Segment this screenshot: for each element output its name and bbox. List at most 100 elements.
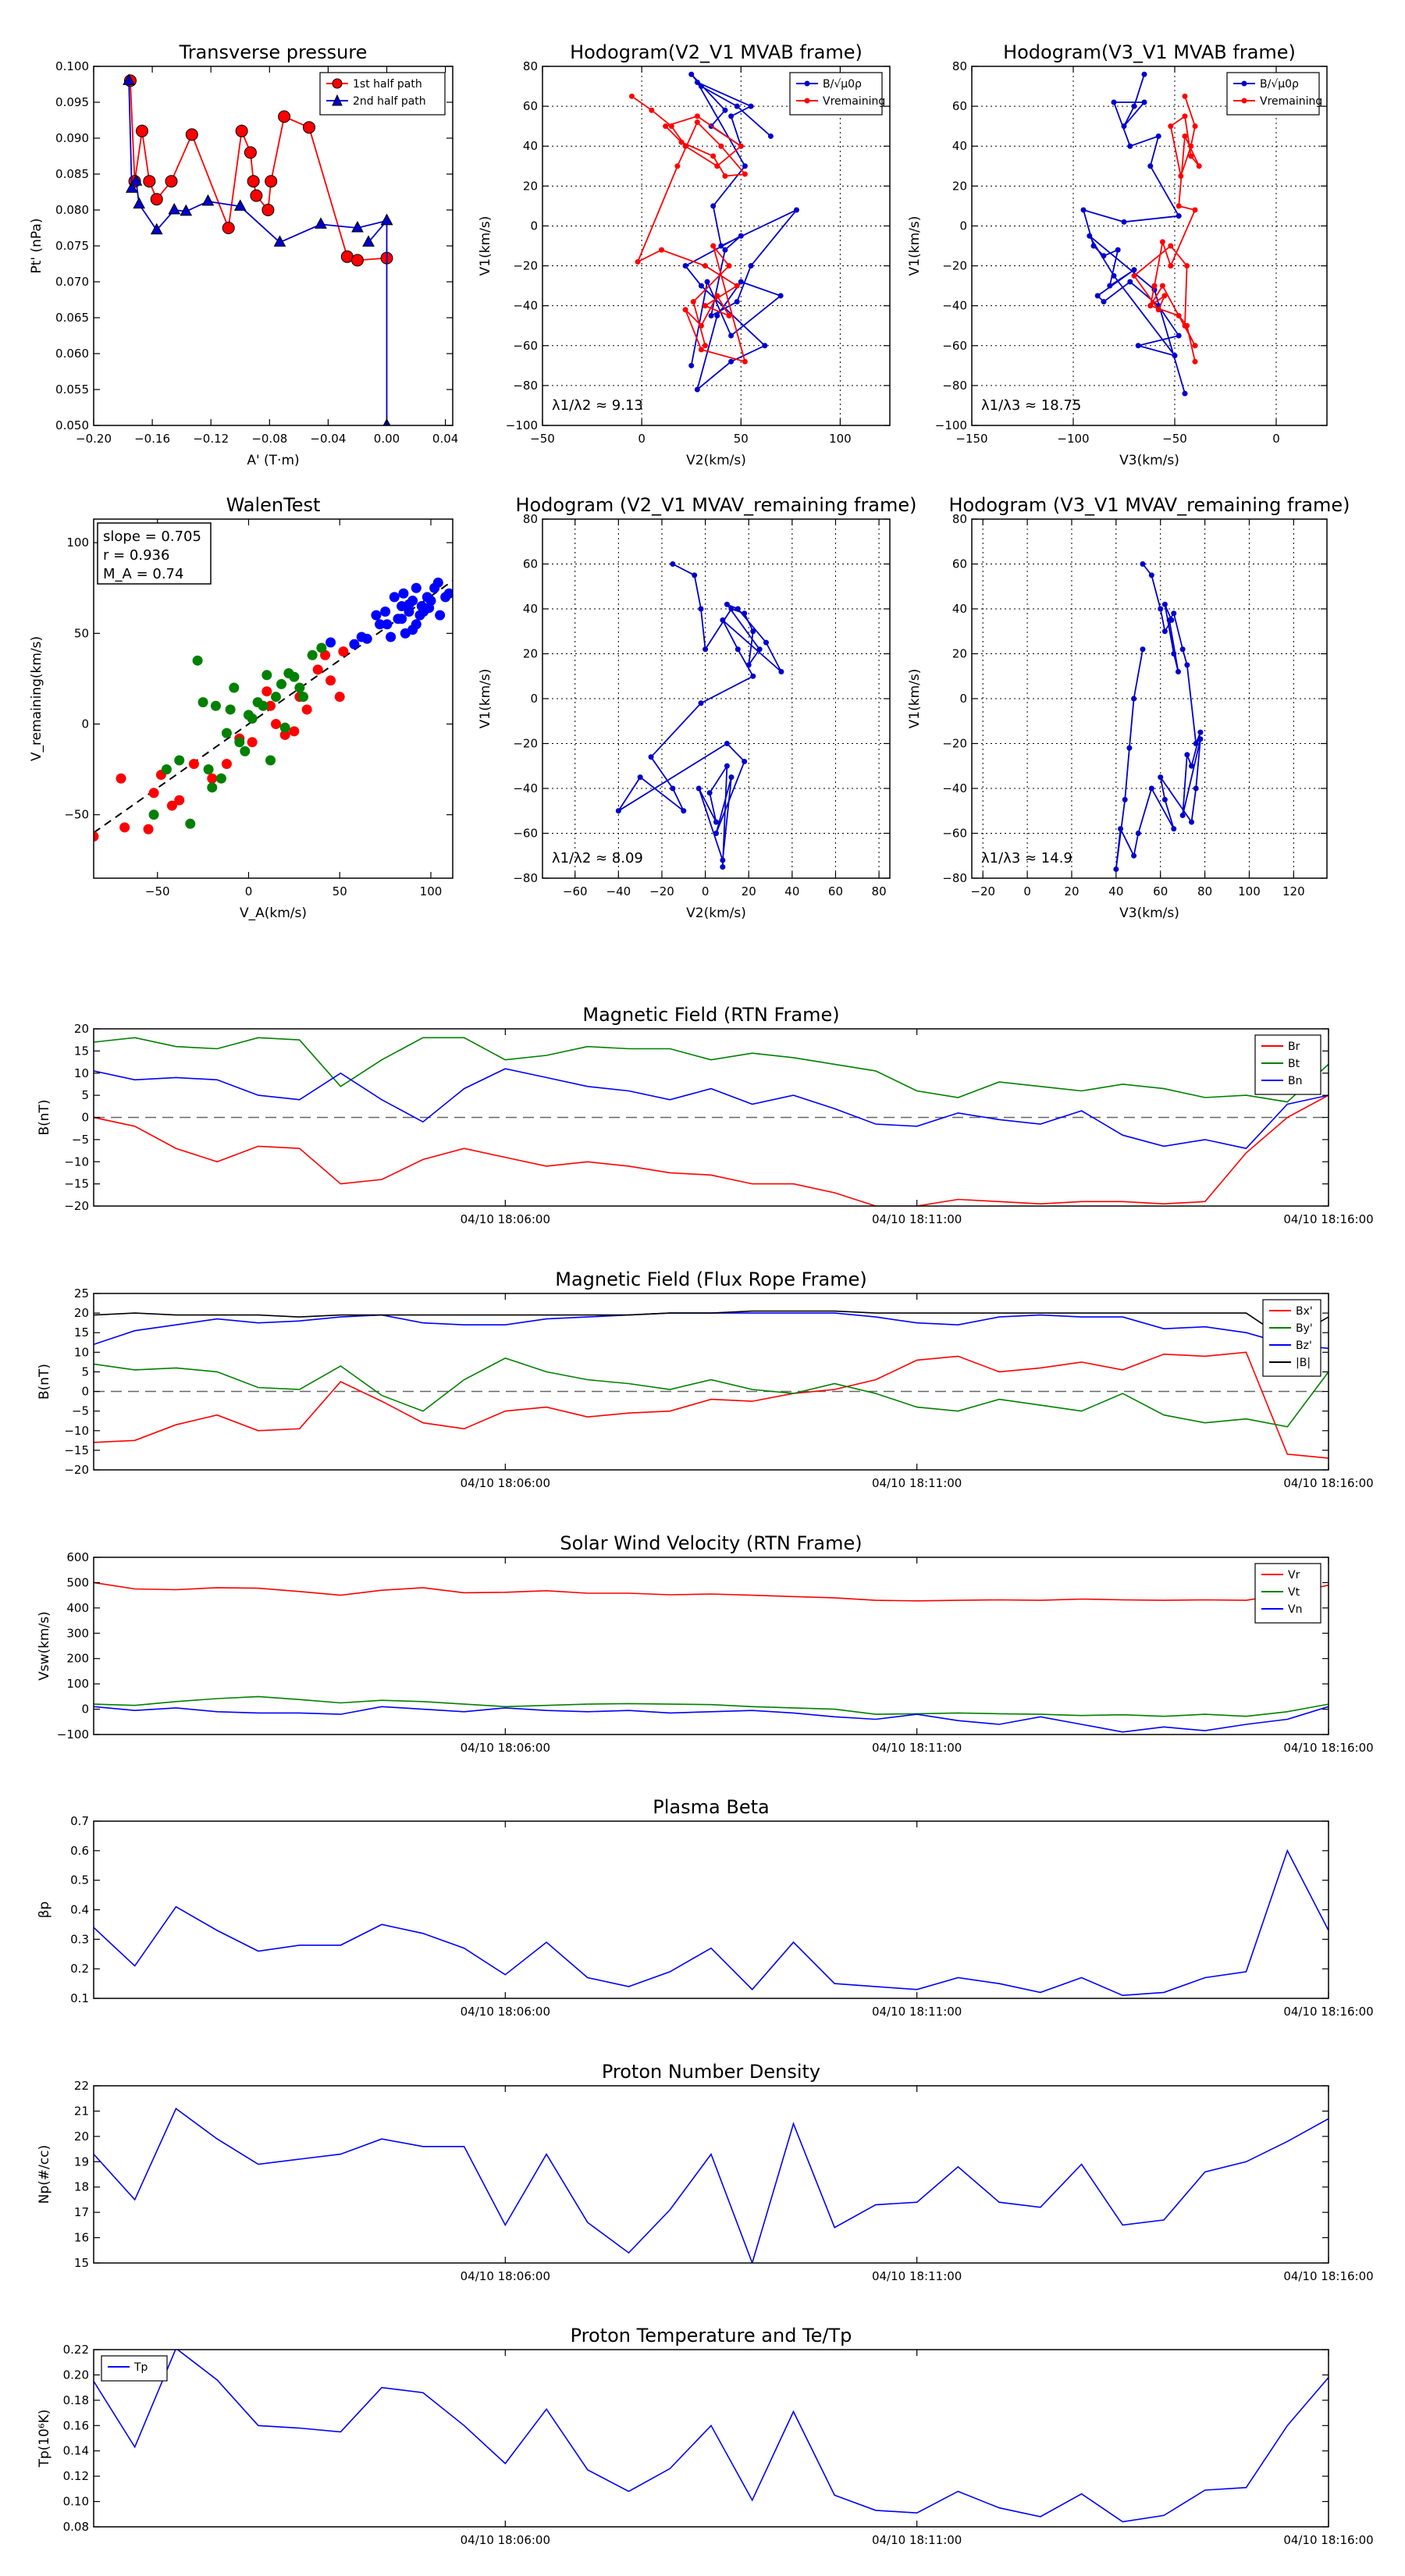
data-point — [94, 831, 99, 842]
data-point — [742, 163, 748, 169]
data-point — [1193, 785, 1199, 792]
y-tick-label: 20 — [74, 2129, 89, 2144]
data-point — [380, 606, 391, 617]
y-tick-label: 40 — [952, 602, 967, 616]
data-point — [362, 235, 375, 247]
eigenvalue-annotation: λ1/λ2 ≈ 9.13 — [552, 397, 643, 414]
data-point — [174, 795, 185, 806]
data-point — [698, 606, 704, 612]
data-point — [261, 204, 275, 216]
data-point — [278, 110, 291, 123]
plot-frame — [93, 1820, 1329, 1999]
data-point — [165, 175, 178, 188]
data-point — [166, 800, 177, 811]
x-tick-label: 04/10 18:11:00 — [872, 1741, 962, 1755]
data-point — [1131, 852, 1137, 859]
data-point — [698, 283, 704, 289]
y-tick-label: −15 — [64, 1177, 89, 1191]
legend-label: By' — [1296, 1322, 1313, 1335]
data-point — [398, 588, 409, 599]
stats-line: r = 0.936 — [103, 547, 169, 564]
y-tick-label: 0.12 — [63, 2469, 89, 2483]
data-point — [271, 692, 282, 703]
eigenvalue-annotation: λ1/λ3 ≈ 14.9 — [981, 850, 1072, 866]
y-tick-label: 15 — [74, 1044, 89, 1058]
y-tick-label: 40 — [523, 139, 538, 153]
data-point — [1176, 203, 1182, 209]
data-point — [261, 670, 272, 681]
y-tick-label: 0 — [81, 1111, 89, 1125]
data-point — [265, 175, 278, 188]
y-axis-label: Vsw(km/s) — [37, 1611, 52, 1681]
data-point — [371, 610, 382, 621]
data-point — [289, 726, 300, 737]
data-point — [1168, 263, 1174, 269]
y-tick-label: 0.16 — [63, 2418, 89, 2432]
data-point — [1166, 617, 1172, 623]
series-line-Vremaining — [1133, 96, 1200, 362]
plot-area — [94, 2350, 1329, 2523]
y-tick-label: 0.1 — [70, 1991, 89, 2005]
y-axis-label: V1(km/s) — [907, 669, 923, 729]
x-tick-label: 04/10 18:06:00 — [461, 2533, 550, 2547]
chart-title: WalenTest — [226, 494, 321, 516]
y-tick-label: 80 — [523, 59, 538, 73]
data-point — [1159, 283, 1165, 289]
x-tick-label: 04/10 18:11:00 — [872, 2005, 962, 2019]
data-point — [443, 588, 453, 599]
data-point — [1147, 303, 1154, 309]
data-point — [1189, 819, 1195, 825]
legend-label: Bn — [1288, 1075, 1302, 1087]
data-point — [734, 299, 740, 305]
data-point — [615, 808, 621, 814]
data-point — [215, 773, 226, 784]
data-point — [678, 139, 685, 145]
data-point — [188, 759, 199, 770]
legend-marker — [804, 98, 810, 104]
data-point — [1168, 243, 1174, 249]
data-point — [1118, 826, 1124, 832]
data-point — [767, 133, 774, 139]
data-point — [1184, 322, 1190, 329]
data-point — [698, 700, 704, 706]
data-point — [1161, 628, 1168, 635]
y-tick-label: 0.085 — [55, 167, 89, 181]
data-point — [185, 128, 198, 141]
data-point — [1184, 752, 1190, 758]
x-tick-label: 80 — [872, 884, 887, 898]
x-tick-label: 04/10 18:16:00 — [1283, 2269, 1373, 2283]
data-point — [698, 84, 704, 90]
series-line-hodogram — [617, 563, 782, 867]
y-tick-label: 0 — [81, 1703, 89, 1717]
data-point — [724, 601, 730, 607]
y-tick-label: 0 — [81, 717, 89, 731]
data-point — [649, 107, 655, 113]
data-point — [713, 819, 719, 825]
chart-title: Solar Wind Velocity (RTN Frame) — [560, 1532, 862, 1554]
data-point — [742, 610, 748, 617]
data-point — [713, 831, 719, 836]
y-axis-label: V1(km/s) — [478, 216, 493, 276]
data-point — [1135, 343, 1141, 349]
data-point — [698, 322, 704, 329]
legend-marker — [1241, 98, 1247, 104]
legend-marker — [804, 80, 810, 87]
data-point — [1087, 233, 1093, 239]
data-point — [1176, 333, 1182, 339]
y-tick-label: 10 — [74, 1066, 89, 1080]
y-tick-label: −40 — [513, 781, 538, 795]
chart-title: Hodogram (V3_V1 MVAV_remaining frame) — [948, 494, 1350, 516]
data-point — [762, 343, 768, 349]
plot-area — [94, 1037, 1329, 1206]
y-tick-label: 0.6 — [70, 1844, 89, 1858]
series-line-Bn — [94, 1068, 1329, 1150]
x-tick-label: 04/10 18:06:00 — [461, 1212, 550, 1226]
chart-transverse-pressure: 0.050 0.055 0.060 0.065 0.070 0.075 0.080 0.085… — [29, 41, 458, 468]
legend-box — [101, 2355, 168, 2382]
x-tick-label: 04/10 18:06:00 — [461, 1476, 550, 1490]
y-tick-label: 0 — [81, 1385, 89, 1399]
data-point — [682, 143, 688, 149]
stats-line: M_A = 0.74 — [103, 566, 183, 582]
y-tick-label: −40 — [513, 299, 538, 313]
x-tick-label: −0.12 — [193, 432, 229, 446]
